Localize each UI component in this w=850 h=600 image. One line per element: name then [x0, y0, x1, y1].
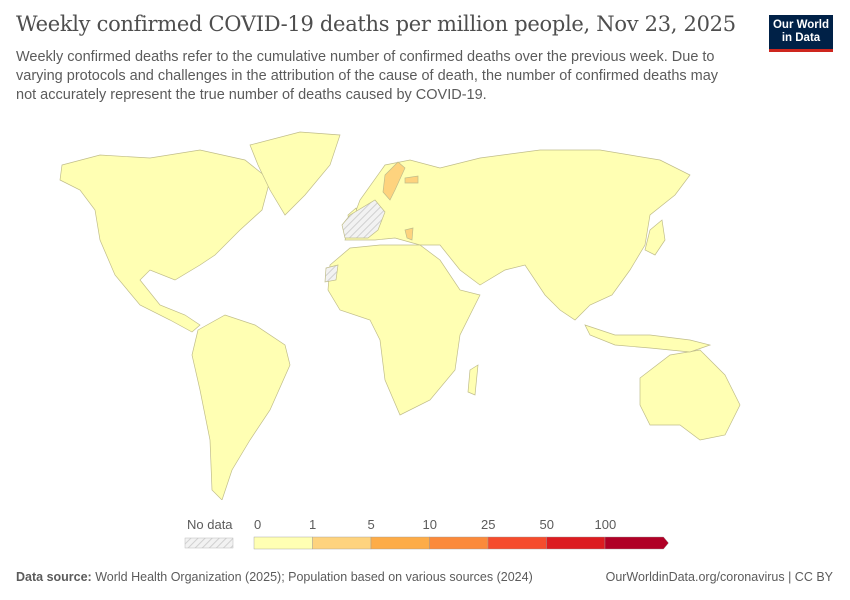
legend-bin-1[interactable] [312, 536, 372, 550]
legend-tick-label: 5 [367, 517, 375, 532]
chart-subtitle: Weekly confirmed deaths refer to the cum… [16, 49, 719, 103]
eurasia[interactable] [344, 149, 691, 321]
legend-bin-6[interactable] [604, 536, 669, 550]
north-america[interactable] [59, 149, 271, 333]
footer-link[interactable]: OurWorldinData.org/coronavirus | CC BY [605, 570, 833, 584]
legend-tick-label: 0 [254, 517, 262, 532]
indonesia[interactable] [584, 324, 712, 353]
sweden[interactable] [382, 161, 406, 201]
legend-bin-5[interactable] [546, 536, 606, 550]
legend-tick-label: 25 [481, 517, 496, 532]
no-data-label: No data [187, 517, 233, 532]
legend-bin-2[interactable] [370, 536, 430, 550]
legend-tick-label: 10 [422, 517, 437, 532]
france-spain[interactable] [341, 199, 386, 239]
source-label: Data source: [16, 570, 92, 584]
chart-title: Weekly confirmed COVID-19 deaths per mil… [16, 12, 736, 36]
legend-tick-label: 50 [539, 517, 554, 532]
madagascar[interactable] [467, 364, 479, 396]
latvia[interactable] [404, 175, 419, 184]
greece[interactable] [404, 227, 414, 241]
source-text: World Health Organization (2025); Popula… [95, 570, 533, 584]
legend-bin-3[interactable] [429, 536, 489, 550]
japan[interactable] [644, 219, 666, 256]
world-map[interactable] [0, 120, 850, 500]
owid-logo[interactable]: Our World in Data [769, 15, 833, 52]
western-sahara[interactable] [324, 264, 339, 283]
no-data-swatch [184, 537, 234, 549]
legend-tick-label: 1 [309, 517, 317, 532]
south-america[interactable] [191, 314, 291, 500]
africa[interactable] [327, 244, 481, 416]
legend-tick-label: 100 [594, 517, 617, 532]
data-source: Data source: World Health Organization (… [16, 570, 533, 584]
legend-bin-0[interactable] [253, 536, 313, 550]
greenland[interactable] [249, 131, 341, 216]
legend-bin-4[interactable] [487, 536, 547, 550]
